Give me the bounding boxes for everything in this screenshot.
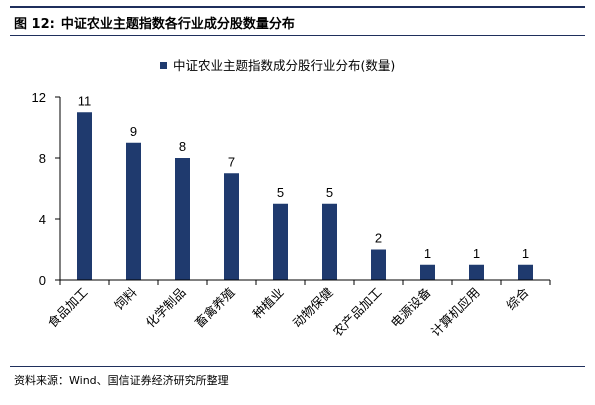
bar <box>469 264 484 280</box>
bar <box>126 142 141 280</box>
bar <box>371 249 386 280</box>
figure-title: 图 12: 中证农业主题指数各行业成分股数量分布 <box>14 13 295 32</box>
bar-value-label: 1 <box>473 246 480 261</box>
bar <box>420 264 435 280</box>
x-tick-label: 食品加工 <box>45 285 91 331</box>
y-tick-label: 8 <box>39 151 46 166</box>
bar-value-label: 1 <box>424 246 431 261</box>
bar-value-label: 11 <box>78 93 92 108</box>
x-tick-label: 化学制品 <box>143 285 189 331</box>
y-tick-label: 0 <box>39 273 46 288</box>
bar-value-label: 7 <box>228 154 235 169</box>
figure-title-text: 中证农业主题指数各行业成分股数量分布 <box>60 17 295 32</box>
y-tick-label: 4 <box>39 212 46 227</box>
bar-value-label: 2 <box>375 231 382 246</box>
legend: 中证农业主题指数成分股行业分布(数量) <box>160 58 395 73</box>
bar <box>322 203 337 280</box>
x-tick-label: 动物保健 <box>290 284 336 330</box>
x-tick-label: 电源设备 <box>388 284 434 330</box>
bar-value-label: 9 <box>130 124 137 139</box>
y-tick-label: 12 <box>32 90 46 105</box>
bar <box>224 173 239 280</box>
bar-value-label: 1 <box>522 246 529 261</box>
bar <box>273 203 288 280</box>
x-tick-label: 计算机应用 <box>428 285 483 340</box>
bar-value-label: 5 <box>277 185 284 200</box>
title-rule <box>10 35 585 36</box>
bar-value-label: 5 <box>326 185 333 200</box>
legend-label: 中证农业主题指数成分股行业分布(数量) <box>173 58 395 73</box>
y-axis: 0 4 8 12 <box>32 90 61 288</box>
header-rule <box>10 6 585 8</box>
x-tick-label: 农产品加工 <box>330 285 385 340</box>
bar <box>77 112 92 280</box>
x-tick-label: 饲料 <box>111 284 140 313</box>
figure-number: 图 12: <box>14 17 55 32</box>
bar-value-label: 8 <box>179 139 186 154</box>
footer-rule <box>10 366 585 367</box>
bar <box>518 264 533 280</box>
x-tick-label: 综合 <box>503 284 532 313</box>
bar <box>175 158 190 280</box>
source-note: 资料来源：Wind、国信证券经济研究所整理 <box>14 374 229 387</box>
x-tick-label: 种植业 <box>249 285 286 322</box>
legend-swatch <box>160 62 167 69</box>
x-tick-label: 畜禽养殖 <box>192 285 238 331</box>
